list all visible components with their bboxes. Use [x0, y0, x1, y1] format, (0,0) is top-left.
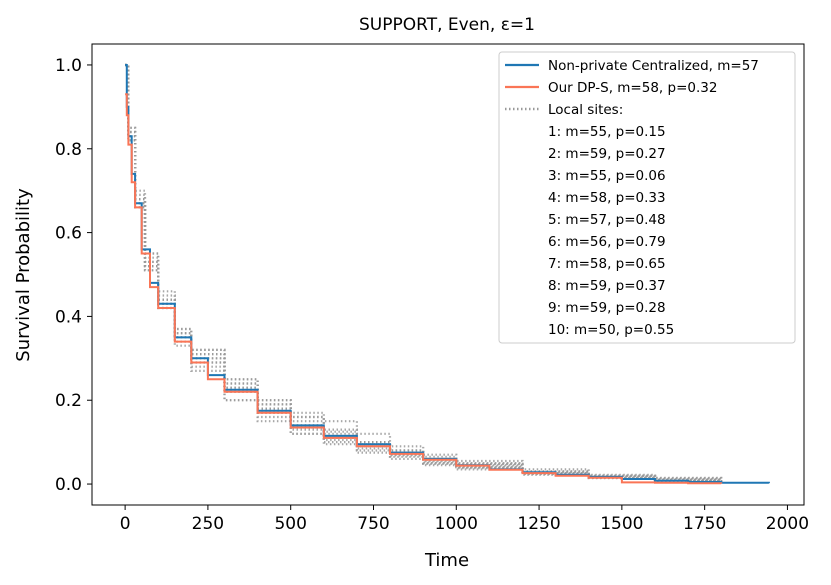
- legend-local-site-label: 6: m=56, p=0.79: [548, 234, 666, 250]
- legend-local-site-label: 1: m=55, p=0.15: [548, 124, 666, 140]
- y-tick-label: 1.0: [55, 56, 82, 76]
- local-site-line-7: [125, 63, 723, 483]
- x-tick-label: 500: [274, 514, 306, 534]
- legend-entry-label: Non-private Centralized, m=57: [548, 58, 759, 74]
- legend-local-site-label: 3: m=55, p=0.06: [548, 168, 666, 184]
- legend-entry-label: Our DP-S, m=58, p=0.32: [548, 80, 717, 96]
- y-tick-label: 0.0: [55, 475, 82, 495]
- x-axis-ticks: 0 250 500 750 1000 1250 1500 1750 2000: [120, 505, 809, 534]
- x-tick-label: 2000: [766, 514, 809, 534]
- y-tick-label: 0.2: [55, 391, 82, 411]
- chart-title: SUPPORT, Even, ε=1: [359, 15, 535, 35]
- legend-local-site-label: 4: m=58, p=0.33: [548, 190, 666, 206]
- y-axis-label: Survival Probability: [13, 188, 34, 362]
- y-tick-label: 0.8: [55, 140, 82, 160]
- x-tick-label: 1500: [600, 514, 643, 534]
- legend-local-site-label: 9: m=59, p=0.28: [548, 300, 666, 316]
- x-tick-label: 1750: [683, 514, 726, 534]
- series-line-2: [125, 93, 723, 485]
- legend-local-site-label: 10: m=50, p=0.55: [548, 322, 674, 338]
- legend-entry-label: Local sites:: [548, 102, 623, 118]
- x-axis-label: Time: [424, 550, 469, 571]
- legend-local-site-label: 2: m=59, p=0.27: [548, 146, 666, 162]
- legend-local-site-label: 5: m=57, p=0.48: [548, 212, 666, 228]
- axes-frame: [91, 43, 805, 506]
- x-tick-label: 0: [120, 514, 131, 534]
- y-tick-label: 0.4: [55, 307, 82, 327]
- plot-area: [91, 43, 805, 506]
- legend: Non-private Centralized, m=57 Our DP-S, m…: [498, 51, 796, 344]
- x-tick-label: 250: [192, 514, 224, 534]
- y-tick-label: 0.6: [55, 224, 82, 244]
- legend-local-site-label: 8: m=59, p=0.37: [548, 278, 666, 294]
- x-tick-label: 1250: [517, 514, 560, 534]
- y-axis-ticks: 0.0 0.2 0.4 0.6 0.8 1.0: [55, 56, 92, 495]
- x-tick-label: 1000: [435, 514, 478, 534]
- x-tick-label: 750: [357, 514, 389, 534]
- legend-box: [498, 51, 796, 344]
- legend-local-site-label: 7: m=58, p=0.65: [548, 256, 666, 272]
